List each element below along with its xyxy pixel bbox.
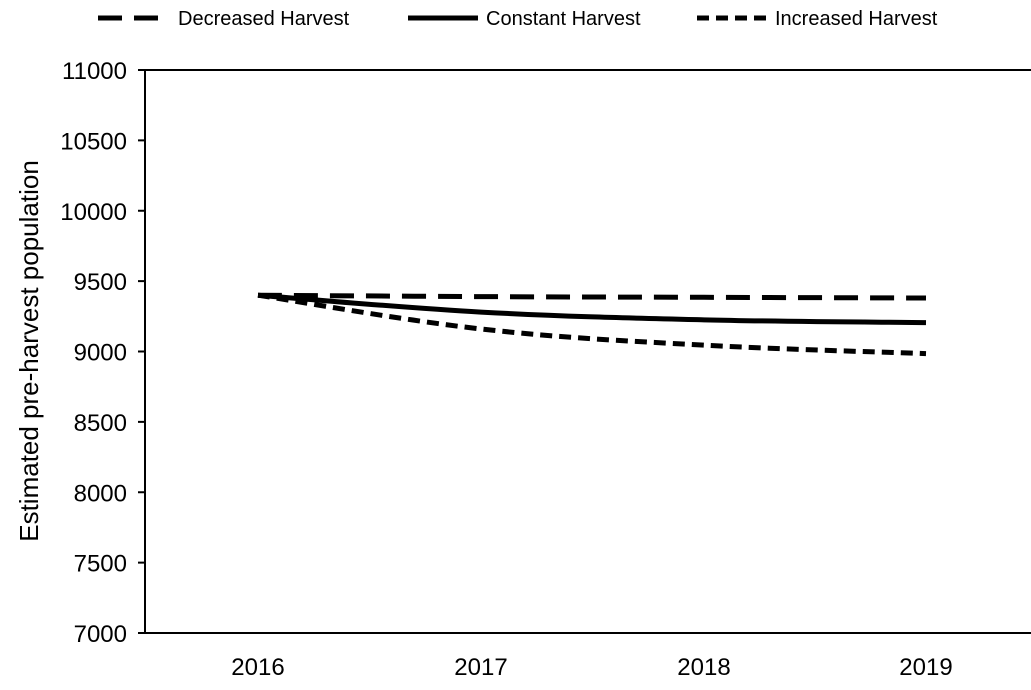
y-tick-label: 7500 xyxy=(74,551,127,578)
y-axis-ticks: 7000 7500 8000 8500 9000 9500 10000 10500 11000 xyxy=(60,58,145,648)
y-tick-label: 8000 xyxy=(74,480,127,507)
legend-label: Increased Harvest xyxy=(775,8,938,30)
x-tick-label: 2019 xyxy=(899,654,952,681)
x-axis-ticks: 2016 2017 2018 2019 xyxy=(231,654,952,681)
plot-area-frame xyxy=(144,69,1031,634)
series-lines xyxy=(257,292,927,357)
series-line-decreased-harvest xyxy=(257,292,927,301)
x-tick-label: 2017 xyxy=(454,654,507,681)
legend-label: Constant Harvest xyxy=(486,8,641,30)
y-tick-label: 8500 xyxy=(74,410,127,437)
y-tick-label: 10500 xyxy=(60,128,127,155)
y-tick-label: 11000 xyxy=(62,58,127,85)
y-tick-label: 7000 xyxy=(74,621,127,648)
legend: Decreased Harvest Constant Harvest Increas… xyxy=(98,8,938,30)
y-axis-label: Estimated pre-harvest population xyxy=(14,160,44,542)
x-tick-label: 2018 xyxy=(677,654,730,681)
series-line-constant-harvest xyxy=(257,292,927,326)
y-tick-label: 9500 xyxy=(74,269,127,296)
legend-label: Decreased Harvest xyxy=(178,8,350,30)
y-tick-label: 10000 xyxy=(60,199,127,226)
y-tick-label: 9000 xyxy=(74,340,127,367)
x-tick-label: 2016 xyxy=(231,654,284,681)
series-line-increased-harvest xyxy=(257,292,927,357)
